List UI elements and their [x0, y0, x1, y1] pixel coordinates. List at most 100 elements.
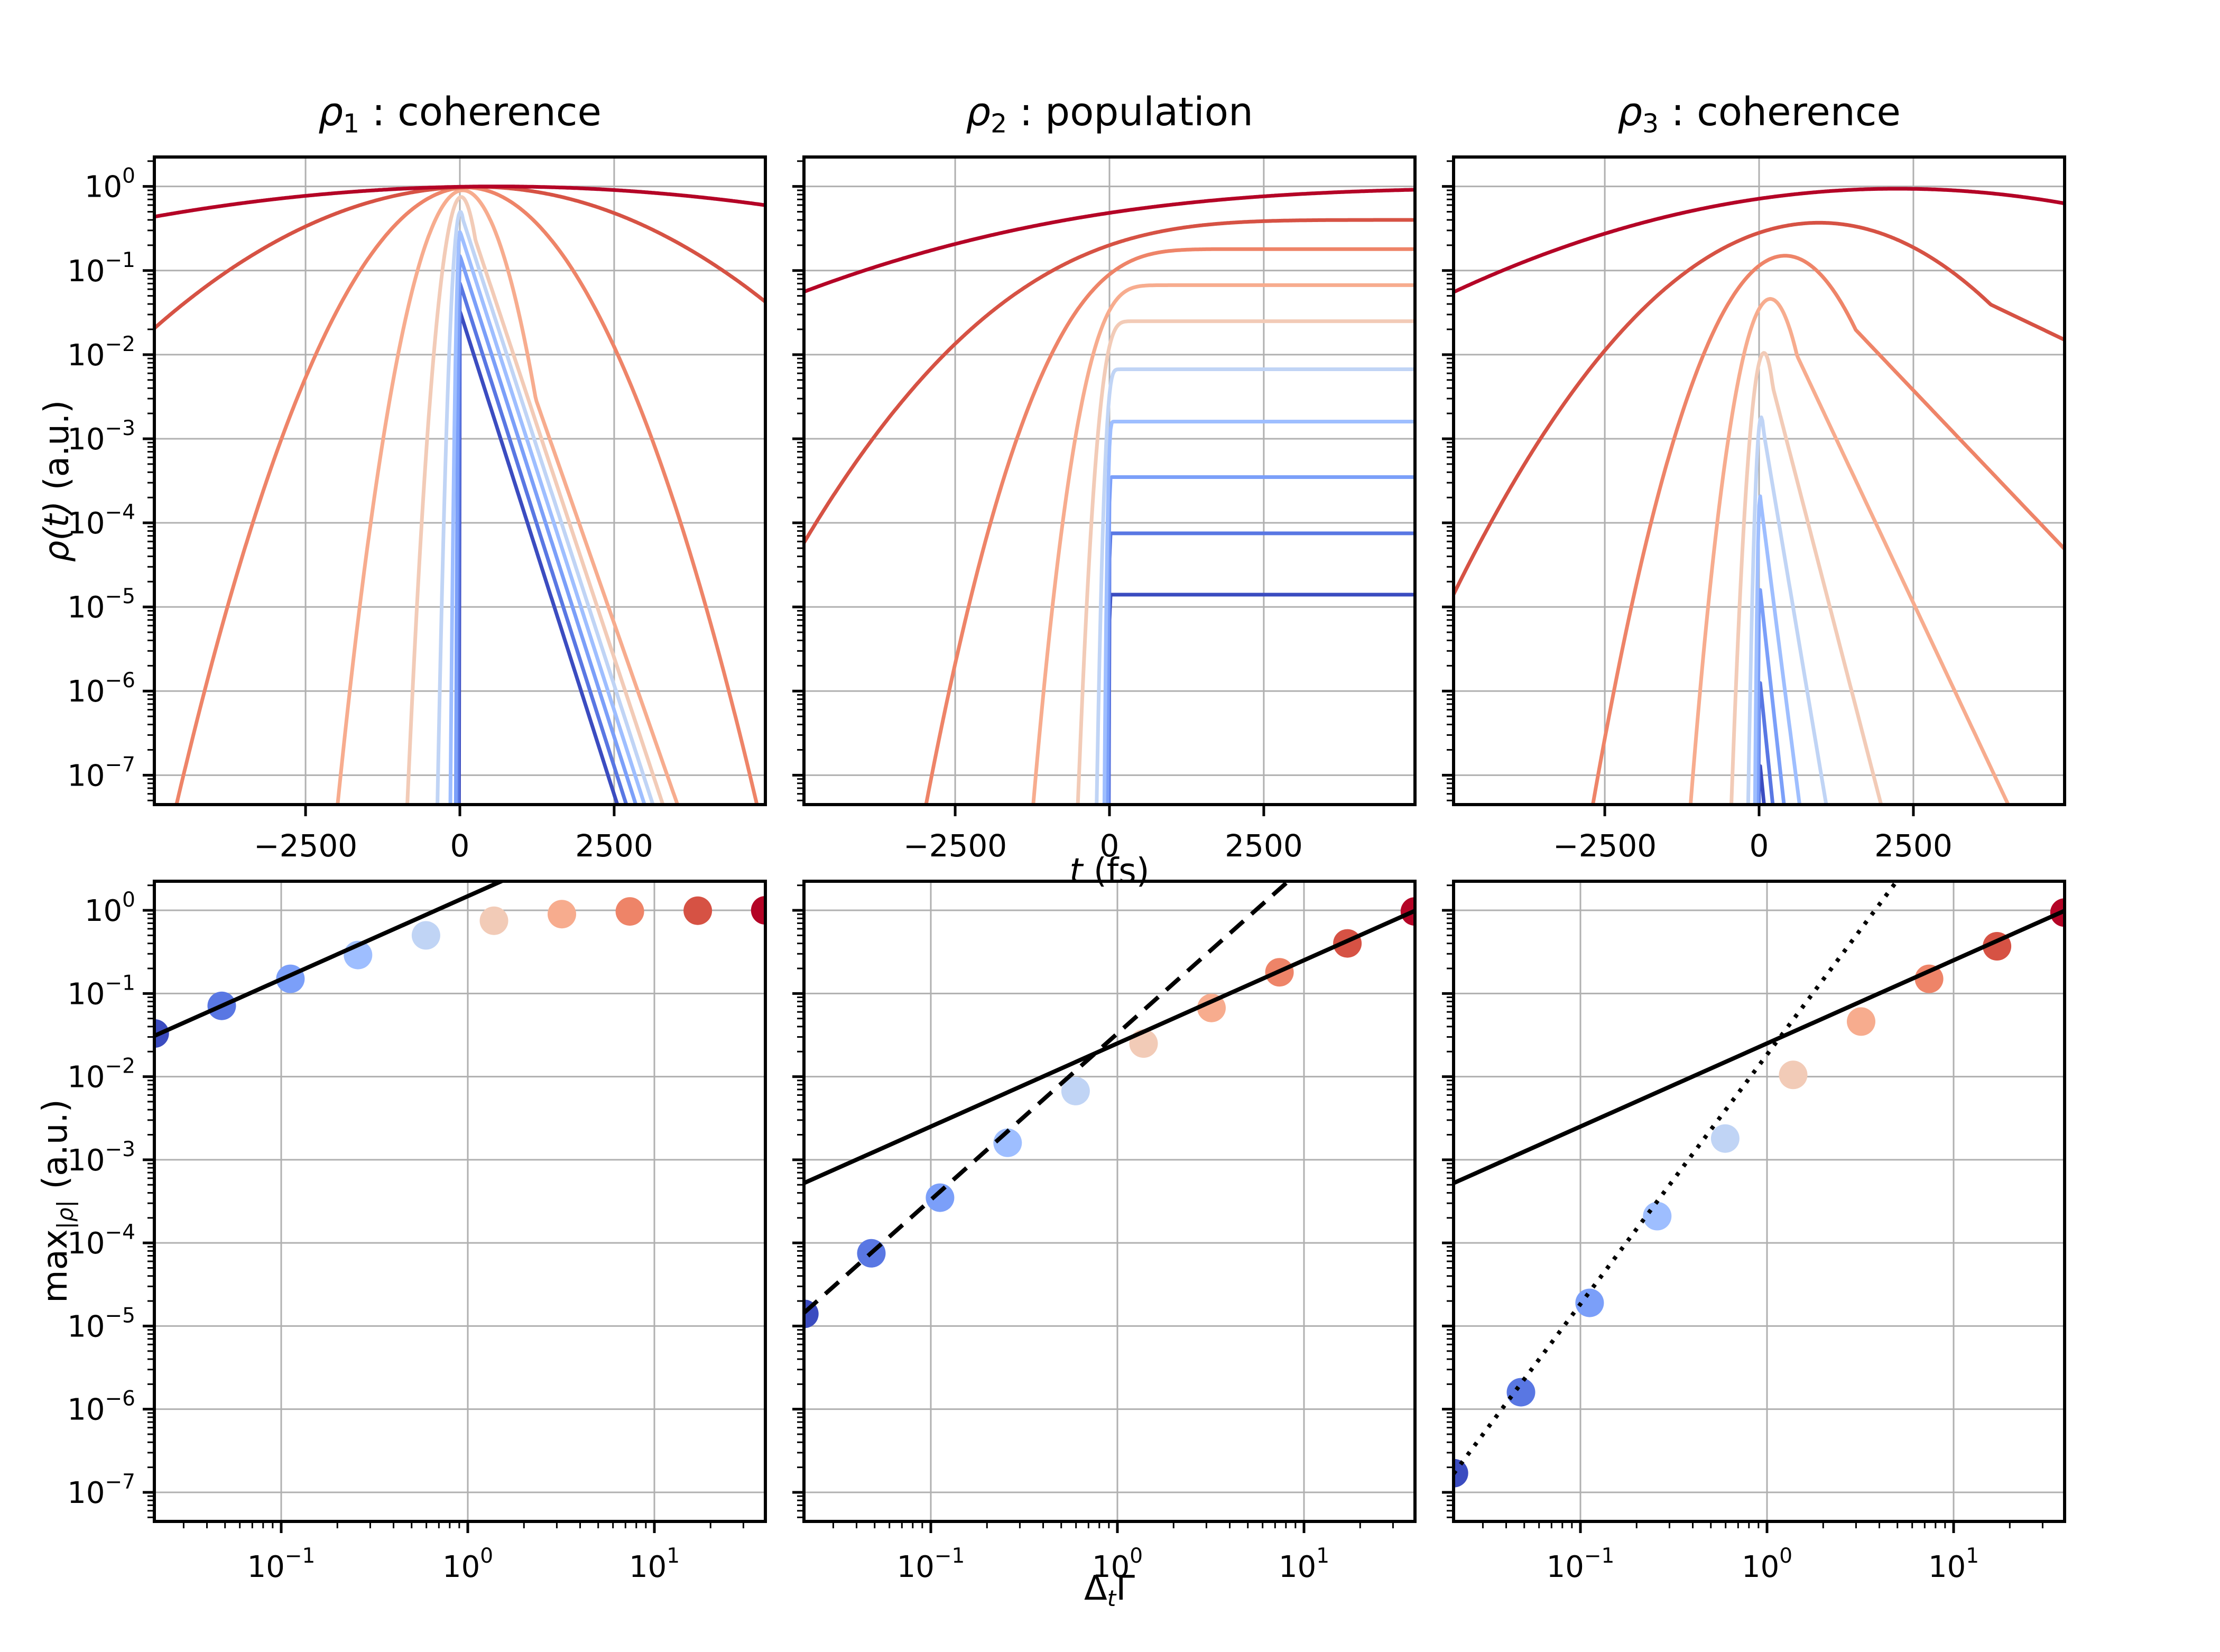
x-tick-label-0: 0 — [1100, 828, 1120, 864]
x-tick-label-10e1: 101 — [1928, 1544, 1979, 1584]
ticks — [1442, 884, 2043, 1533]
scatter-point-max_rho1-6 — [548, 900, 576, 929]
panel-bottom-middle — [792, 880, 1417, 1533]
scatter-point-max_rho2-0 — [804, 1299, 819, 1328]
x-tick-label-2500: 2500 — [575, 828, 653, 864]
scatter-point-max_rho1-9 — [751, 896, 765, 925]
ref-line-solid-slope1 — [804, 909, 1415, 1185]
plot-area — [154, 881, 765, 1048]
curve-rho2_time-4 — [1095, 367, 1415, 805]
abs-rho-subscript: |ρ| — [52, 1200, 78, 1230]
y-tick-label-10e-3: 10−3 — [67, 1138, 135, 1178]
y-tick-label-10e-6: 10−6 — [67, 669, 135, 709]
y-tick-label-10e-1: 10−1 — [67, 971, 135, 1011]
curve-rho1_time-3 — [448, 230, 647, 805]
scatter-point-max_rho1-8 — [683, 896, 713, 925]
curve-rho3_time-5 — [1729, 351, 1883, 805]
scatter-point-max_rho3-5 — [1779, 1060, 1808, 1090]
rho-symbol: ρ — [966, 89, 991, 135]
x-tick-label-10e-1: 10−1 — [247, 1544, 316, 1584]
scatter-point-max_rho3-4 — [1710, 1124, 1740, 1153]
title-text: : population — [1007, 89, 1253, 135]
curve-rho3_time-2 — [1755, 588, 1786, 805]
scatter-point-max_rho3-0 — [1454, 1459, 1468, 1488]
x-tick-label--2500: −2500 — [1553, 828, 1657, 864]
rho-of-t: ρ(t) — [38, 501, 77, 562]
curve-rho2_time-8 — [804, 218, 1415, 544]
y-tick-label-10e-5: 10−5 — [67, 585, 135, 625]
x-axis-label-top-row: t (fs) — [1069, 852, 1149, 891]
scatter-point-max_rho1-4 — [411, 921, 440, 950]
x-tick-label-0: 0 — [450, 828, 470, 864]
y-tick-label-10e0: 100 — [85, 164, 135, 205]
y-axis-label-top-row: ρ(t) (a.u.) — [38, 400, 77, 562]
x-tick-label--2500: −2500 — [903, 828, 1007, 864]
y-tick-label-10e-6: 10−6 — [67, 1387, 135, 1427]
x-tick-label-10e0: 100 — [442, 1544, 493, 1584]
y-tick-label-10e-4: 10−4 — [67, 501, 135, 541]
x-tick-label-10e1: 101 — [629, 1544, 680, 1584]
curve-rho1_time-6 — [336, 188, 680, 805]
scatter-point-max_rho3-7 — [1914, 964, 1944, 993]
t-symbol: t — [1069, 852, 1083, 891]
ref-line-solid-slope1 — [154, 881, 507, 1038]
ticks — [1442, 160, 1915, 816]
panel-title-rho2: ρ2 : population — [845, 89, 1374, 138]
max-text: max — [36, 1229, 76, 1303]
curve-rho3_time-3 — [1753, 494, 1802, 805]
rho-symbol: ρ — [1617, 89, 1643, 135]
curve-rho1_time-4 — [436, 210, 655, 805]
curve-rho2_time-7 — [924, 247, 1415, 805]
panel-top-right — [1442, 155, 2066, 816]
y-tick-label-10e-1: 10−1 — [67, 248, 135, 289]
ticks — [143, 884, 744, 1533]
curve-rho3_time-8 — [1454, 220, 2065, 595]
delta-symbol: Δ — [1084, 1569, 1107, 1609]
y-tick-label-10e-5: 10−5 — [67, 1304, 135, 1344]
curve-rho2_time-3 — [1102, 420, 1415, 805]
units: (a.u.) — [36, 1099, 76, 1201]
units: (fs) — [1083, 852, 1150, 891]
scatter-point-max_rho1-7 — [615, 897, 644, 926]
plot-area — [1454, 187, 2065, 805]
x-tick-label--2500: −2500 — [254, 828, 357, 864]
y-tick-label-10e-2: 10−2 — [67, 1055, 135, 1095]
title-text: : coherence — [1659, 89, 1901, 135]
ticks — [792, 160, 1265, 816]
plot-area — [1454, 881, 2065, 1488]
x-axis-label-bottom-row: ΔtΓ — [1084, 1569, 1135, 1611]
curve-rho2_time-5 — [1076, 319, 1415, 805]
scatter-point-max_rho2-9 — [1400, 897, 1415, 926]
grid — [154, 881, 765, 1521]
scatter-point-max_rho3-2 — [1575, 1288, 1604, 1317]
panel-bottom-right — [1442, 880, 2066, 1533]
y-tick-label-10e0: 100 — [85, 888, 135, 928]
x-tick-label-10e0: 100 — [1742, 1544, 1792, 1584]
x-tick-label-10e-1: 10−1 — [1547, 1544, 1615, 1584]
plot-area — [804, 881, 1415, 1328]
ref-line-dashed-slope2 — [804, 881, 1292, 1315]
gamma-symbol: Γ — [1116, 1569, 1135, 1609]
y-tick-label-10e-7: 10−7 — [67, 753, 135, 793]
grid — [804, 881, 1415, 1521]
rho-symbol: ρ — [318, 89, 344, 135]
curve-rho3_time-6 — [1688, 297, 2011, 805]
plot-area — [804, 188, 1415, 805]
curve-rho2_time-6 — [1031, 283, 1415, 805]
x-tick-label-10e0: 100 — [1092, 1544, 1143, 1584]
grid — [1454, 881, 2065, 1521]
rho-subscript: 3 — [1642, 108, 1659, 139]
y-tick-label-10e-2: 10−2 — [67, 333, 135, 373]
ticks — [792, 884, 1394, 1533]
units: (a.u.) — [38, 400, 77, 501]
scatter-point-max_rho1-5 — [479, 906, 508, 935]
panel-title-rho1: ρ1 : coherence — [196, 89, 724, 138]
scatter-point-max_rho3-3 — [1643, 1202, 1672, 1231]
plot-area — [154, 184, 765, 805]
y-tick-label-10e-3: 10−3 — [67, 417, 135, 457]
scatter-point-max_rho2-2 — [926, 1183, 955, 1212]
panel-top-left — [143, 155, 767, 816]
curve-rho3_time-9 — [1454, 187, 2065, 294]
